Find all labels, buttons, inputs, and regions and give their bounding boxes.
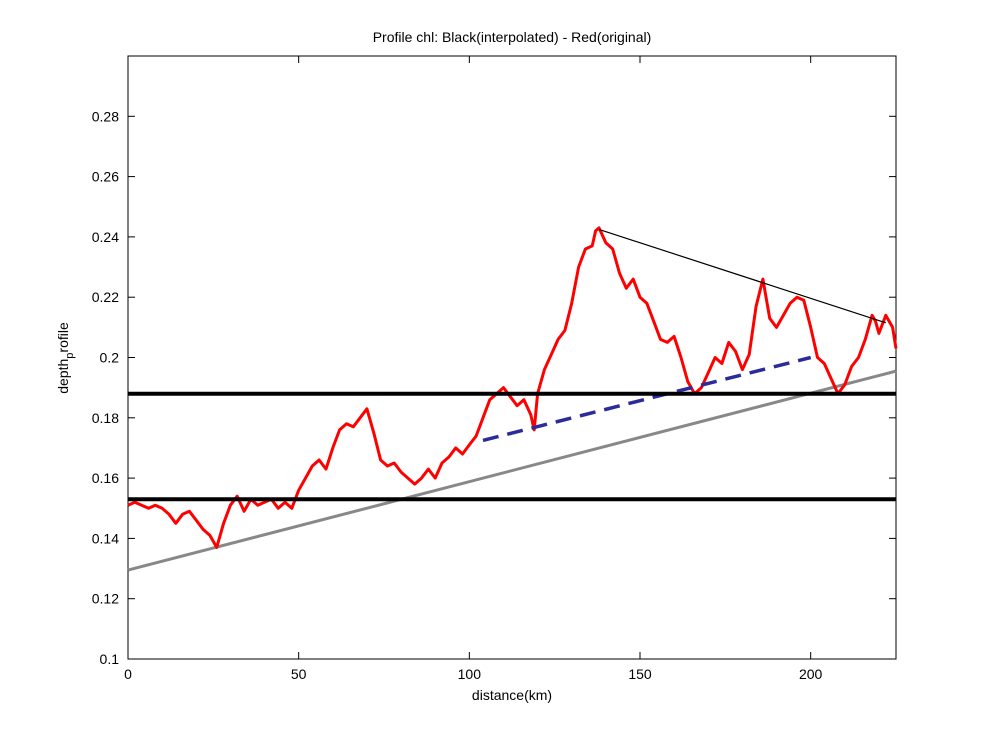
tick-layer: 0 50 100 150 200 0.1 0.12 0.14 0.16 0.18 0.2 0.22 0.… — [92, 56, 896, 682]
y-tick-label: 0.1 — [100, 651, 120, 667]
y-tick-label: 0.2 — [100, 350, 120, 366]
x-tick-label: 0 — [124, 666, 132, 682]
y-tick-label: 0.26 — [92, 169, 119, 185]
y-tick-label: 0.24 — [92, 229, 119, 245]
x-tick-label: 200 — [799, 666, 823, 682]
original-line — [127, 226, 898, 549]
y-tick-label: 0.14 — [92, 530, 119, 546]
y-tick-label: 0.16 — [92, 470, 119, 486]
x-axis-label: distance(km) — [472, 687, 552, 703]
y-axis-label-subscript: p — [64, 353, 76, 359]
y-tick-label: 0.22 — [92, 289, 119, 305]
x-tick-label: 150 — [628, 666, 652, 682]
chart-title: Profile chl: Black(interpolated) - Red(o… — [373, 29, 652, 45]
upper-fit-line — [598, 228, 886, 324]
trend-line — [127, 369, 897, 572]
y-axis-label: depthprofile — [55, 322, 76, 394]
series-layer — [127, 226, 898, 572]
y-tick-label: 0.28 — [92, 108, 119, 124]
lower-fit-line — [482, 355, 812, 443]
x-tick-label: 50 — [291, 666, 307, 682]
y-axis-label-main: depth — [55, 359, 71, 394]
y-tick-label: 0.18 — [92, 410, 119, 426]
y-tick-label: 0.12 — [92, 591, 119, 607]
plot-area — [127, 55, 897, 660]
y-axis-label-tail: rofile — [55, 322, 71, 353]
x-tick-label: 100 — [458, 666, 482, 682]
